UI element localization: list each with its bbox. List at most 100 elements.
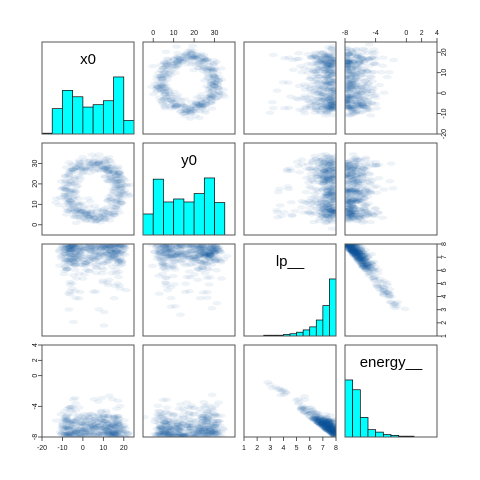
density-point: [90, 250, 100, 256]
density-point: [345, 210, 355, 215]
density-point: [328, 72, 336, 78]
density-point: [359, 104, 369, 109]
density-point: [351, 253, 361, 258]
density-point: [90, 215, 100, 221]
density-point: [349, 177, 359, 182]
density-point: [112, 245, 122, 250]
density-point: [351, 75, 361, 80]
density-point: [345, 75, 355, 81]
density-point: [371, 95, 381, 100]
density-point: [64, 244, 74, 249]
density-point: [323, 188, 333, 194]
density-point: [358, 103, 368, 109]
density-point: [372, 210, 382, 215]
density-point: [88, 424, 98, 430]
density-point: [331, 59, 336, 65]
density-point: [101, 427, 111, 432]
density-point: [173, 63, 183, 68]
density-point: [185, 275, 195, 280]
density-point: [193, 245, 203, 251]
density-point: [170, 244, 180, 247]
density-point: [173, 250, 183, 255]
density-point: [327, 209, 336, 214]
density-point: [330, 196, 336, 202]
density-point: [297, 205, 307, 210]
density-point: [154, 244, 164, 247]
density-point: [73, 246, 83, 252]
density-point: [208, 93, 218, 98]
density-point: [70, 262, 80, 267]
density-point: [345, 95, 351, 101]
density-point: [81, 416, 91, 421]
density-point: [345, 96, 352, 101]
density-point: [328, 82, 336, 87]
density-point: [210, 80, 220, 86]
density-point: [159, 265, 169, 270]
density-point: [113, 398, 123, 404]
density-point: [355, 71, 365, 76]
density-point: [345, 75, 350, 80]
density-point: [114, 173, 124, 178]
density-point: [197, 54, 207, 59]
density-point: [319, 178, 329, 183]
density-point: [360, 104, 370, 109]
density-point: [314, 55, 324, 61]
density-point: [109, 189, 119, 194]
density-point: [191, 106, 201, 111]
density-point: [98, 414, 108, 419]
density-point: [167, 253, 177, 259]
density-point: [330, 87, 336, 92]
density-point: [165, 248, 175, 253]
density-point: [162, 431, 172, 436]
density-point: [95, 423, 105, 428]
density-point: [348, 107, 358, 113]
density-point: [200, 244, 210, 249]
density-point: [348, 250, 358, 256]
density-point: [306, 171, 316, 177]
density-point: [77, 262, 87, 267]
density-point: [112, 165, 122, 171]
density-point: [94, 160, 104, 165]
density-point: [323, 64, 333, 69]
density-point: [121, 182, 131, 188]
density-point: [185, 109, 195, 115]
density-point: [122, 433, 132, 437]
density-point: [322, 74, 332, 79]
density-point: [168, 422, 178, 428]
density-point: [365, 266, 375, 272]
density-point: [326, 98, 336, 104]
density-point: [99, 248, 109, 254]
density-point: [345, 106, 354, 111]
density-point: [349, 216, 359, 221]
density-point: [81, 262, 91, 268]
density-point: [166, 244, 176, 249]
density-point: [318, 173, 328, 179]
density-point: [76, 262, 86, 268]
density-point: [331, 432, 336, 437]
density-point: [300, 397, 310, 402]
density-point: [351, 192, 361, 197]
density-point: [283, 184, 293, 189]
density-point: [108, 174, 118, 180]
density-point: [209, 433, 219, 437]
density-point: [199, 399, 209, 405]
density-point: [328, 62, 336, 68]
density-point: [345, 244, 350, 247]
density-point: [352, 256, 362, 261]
density-point: [360, 192, 370, 197]
density-point: [51, 418, 61, 423]
density-point: [60, 255, 70, 260]
density-point: [325, 413, 335, 418]
density-point: [110, 186, 120, 191]
density-point: [354, 257, 364, 263]
density-point: [311, 54, 321, 59]
density-point: [166, 296, 176, 301]
density-point: [331, 200, 336, 206]
density-point: [190, 431, 200, 436]
density-point: [115, 430, 125, 435]
density-point: [64, 291, 74, 296]
density-point: [328, 427, 336, 432]
density-point: [158, 245, 168, 250]
density-point: [345, 244, 355, 250]
density-point: [202, 420, 212, 425]
